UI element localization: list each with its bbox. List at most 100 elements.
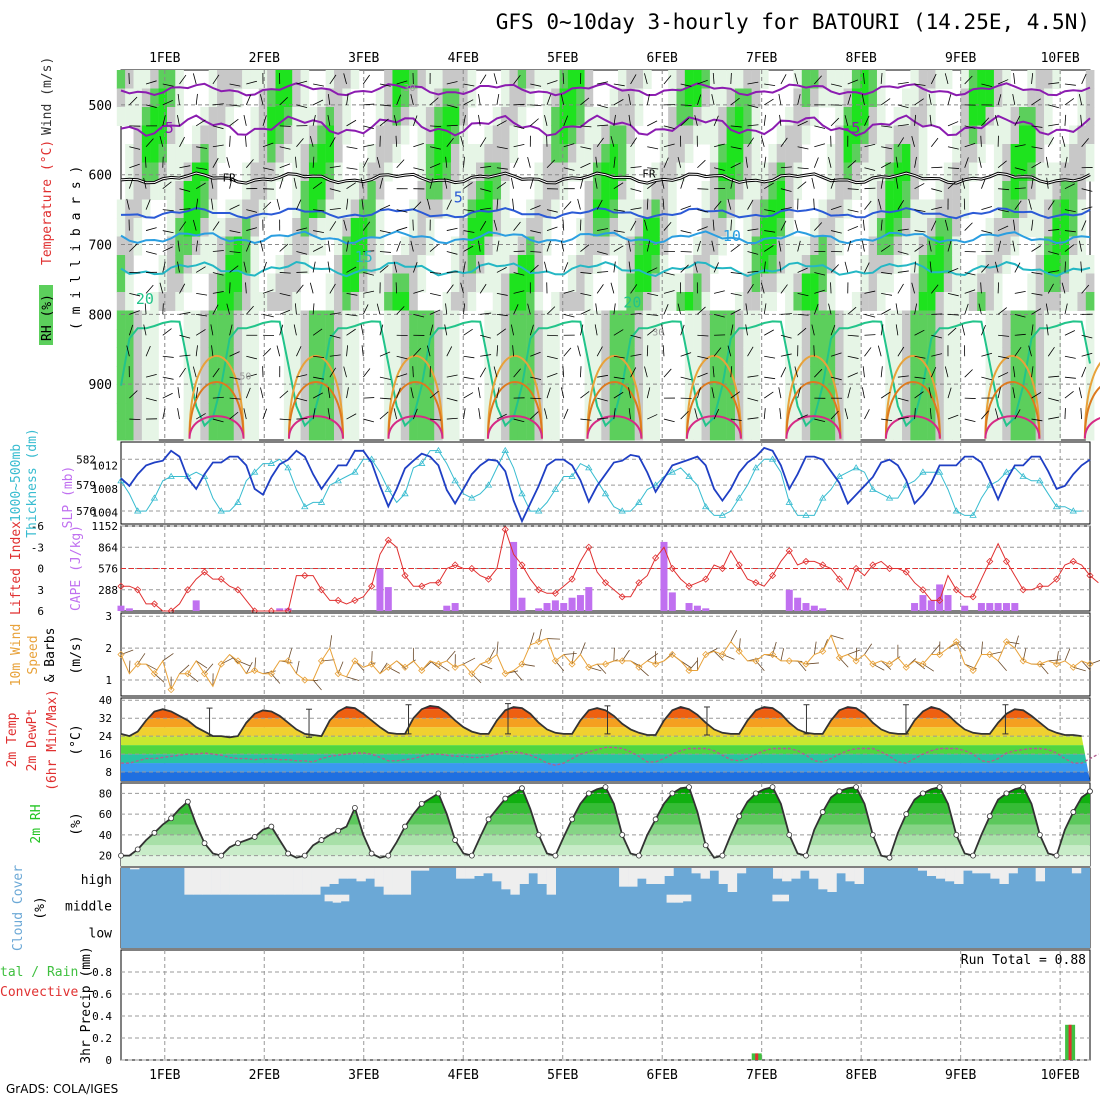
rh-cell xyxy=(183,384,193,404)
wind-barb xyxy=(279,309,291,315)
rh-cell xyxy=(567,70,577,89)
rh-cell xyxy=(643,310,652,330)
rh-cell xyxy=(743,403,752,422)
rh-cell xyxy=(885,366,894,385)
rh-cell xyxy=(208,273,218,293)
rh-cell xyxy=(835,162,844,182)
rh2m-marker xyxy=(869,831,876,838)
wind-barb xyxy=(947,387,952,399)
rh-cell xyxy=(250,218,260,237)
rh-cell xyxy=(1077,236,1087,256)
rh-cell xyxy=(501,218,510,237)
cloud-gap xyxy=(311,868,321,895)
rh2m-marker xyxy=(351,805,358,811)
wind-barb xyxy=(327,408,331,420)
rh-cell xyxy=(158,273,168,293)
rh2m-marker xyxy=(619,831,626,838)
rh-cell xyxy=(693,310,702,330)
rh-cell xyxy=(626,347,635,367)
rh-cell xyxy=(551,181,560,200)
cloud-gap xyxy=(401,868,412,895)
rh-contour-label: 30 xyxy=(652,327,664,338)
isotherm-35 xyxy=(1083,417,1100,439)
rh-cell xyxy=(734,144,744,163)
rh-cell xyxy=(242,366,251,385)
rh-cell xyxy=(751,162,761,182)
lifted-index-label-wrap: Lifted Index xyxy=(9,521,24,615)
rh-cell xyxy=(133,366,143,385)
rh-cell xyxy=(166,107,176,126)
rh-cell xyxy=(918,125,928,145)
rh-cell xyxy=(1035,199,1045,219)
wind-barb xyxy=(177,387,180,399)
rh-cell xyxy=(342,384,351,404)
rh-cell xyxy=(509,236,519,256)
rh-cell xyxy=(851,292,861,311)
lifted-index-marker xyxy=(902,568,910,576)
rh-cell xyxy=(183,236,193,256)
rh-cell xyxy=(233,310,243,330)
rh-cell xyxy=(1069,162,1078,182)
rh-cell xyxy=(1052,421,1061,441)
wind-barb xyxy=(847,240,852,252)
wind-barb xyxy=(597,81,609,85)
cape-bar xyxy=(977,603,985,611)
rh-cell xyxy=(434,162,443,182)
rh-cell xyxy=(275,125,285,145)
rh-cell xyxy=(776,236,786,256)
isotherm-30 xyxy=(785,381,842,439)
wind-barb xyxy=(296,199,302,210)
wind-barb xyxy=(764,329,774,336)
wind-barb xyxy=(312,156,315,168)
temperature-line xyxy=(120,704,1082,739)
rh-cell xyxy=(308,403,318,422)
rh-cell xyxy=(876,255,886,274)
rh-cell xyxy=(659,218,669,237)
rh-cell xyxy=(300,329,310,348)
wind-barb xyxy=(1064,376,1076,379)
cloud-gap xyxy=(917,868,928,871)
rh-cell xyxy=(158,162,168,182)
cape-bar xyxy=(510,541,518,611)
wind-barb xyxy=(613,329,624,336)
rh-cell xyxy=(350,384,360,404)
cloud-level-label: high xyxy=(81,873,112,888)
rh-cell xyxy=(876,181,886,200)
wind-barb xyxy=(179,312,191,315)
rh-cell xyxy=(459,107,468,126)
rh-cell xyxy=(384,292,393,311)
wind-speed-line xyxy=(120,634,1091,691)
top-date-label: 1FEB xyxy=(149,51,180,66)
wind-barb xyxy=(780,74,787,85)
rh-cell xyxy=(267,88,276,108)
rh-cell xyxy=(275,292,285,311)
rh-cell xyxy=(534,347,544,367)
rh-cell xyxy=(217,218,226,237)
wind-barb xyxy=(478,93,481,105)
lifted-index-marker xyxy=(936,596,944,604)
cape-bar xyxy=(125,608,133,611)
rh-cell xyxy=(659,181,669,200)
rh-cell xyxy=(927,347,936,367)
wind-barb xyxy=(243,261,247,273)
isotherm-30 xyxy=(486,381,543,439)
wind-barb xyxy=(346,328,356,336)
rh-legend-label: RH (%) xyxy=(40,294,55,341)
temperature-band xyxy=(121,736,1090,746)
wind-barb xyxy=(229,351,240,357)
rh-cell xyxy=(492,310,502,330)
cloud-gap xyxy=(999,868,1009,884)
rh-cell xyxy=(709,310,719,330)
rh-cell xyxy=(793,144,803,163)
wind-barb xyxy=(379,83,391,87)
rh-cell xyxy=(618,218,627,237)
rh-cell xyxy=(709,236,719,256)
wind-barb xyxy=(745,156,748,168)
wind-barb xyxy=(529,324,534,336)
rh2m-marker xyxy=(268,823,275,830)
lifted-index-marker xyxy=(835,575,843,583)
rh-cell xyxy=(1027,88,1036,108)
cape-bar xyxy=(576,595,584,611)
rh-cell xyxy=(851,162,861,182)
rh-cell xyxy=(910,384,919,404)
